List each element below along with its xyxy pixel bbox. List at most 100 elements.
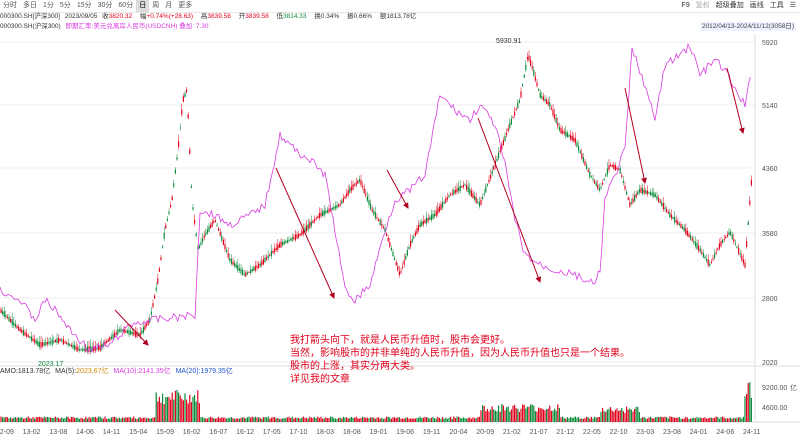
candle-body [254,265,256,271]
candle-body [184,92,186,98]
period-tab-0[interactable]: 分时 [3,2,17,9]
candle-body [733,238,735,242]
candle-body [253,267,255,271]
period-tab-6[interactable]: 60分 [118,2,134,9]
candle-body [450,194,452,196]
volume-bar [669,416,671,422]
volume-bar [190,402,192,422]
candle-body [552,109,554,116]
volume-bar [562,416,564,422]
volume-bar [266,417,268,422]
period-tab-7[interactable]: 日 [136,0,150,12]
candle-body [517,102,519,109]
x-axis-label-7: 16-02 [183,429,201,436]
candle-body [562,130,564,134]
volume-bar [707,418,709,422]
candle-body [294,234,296,241]
period-tab-9[interactable]: 月 [165,2,173,9]
volume-bar [613,411,615,422]
info-change: +0.74%(+28.63) [146,13,194,20]
volume-bar [744,396,746,422]
candle-body [166,218,168,221]
volume-bar [250,417,252,422]
volume-bar [715,416,717,422]
volume-bar [576,417,578,422]
volume-bar [240,417,242,422]
candle-body [451,192,453,195]
date-range-label[interactable]: 2012/04/13-2024/11/12(3058日) [699,22,796,31]
candle-body [176,157,178,160]
volume-bar [418,417,420,422]
candle-body [30,336,32,341]
candle-body [704,256,706,259]
volume-bar [611,410,613,422]
volume-bar [88,416,90,422]
candle-body [563,131,565,134]
volume-bar [674,417,676,422]
period-tab-3[interactable]: 5分 [59,2,71,9]
right-tool-5[interactable]: ☰ [789,2,796,9]
volume-bar [435,418,437,422]
candle-body [6,316,8,319]
candle-body [411,239,413,243]
x-axis-label-25: 23-08 [663,429,681,436]
volume-bar [554,408,556,422]
volume-bar [43,416,45,422]
candle-body [290,239,292,241]
annotation-line-3: 股市的上涨，其实分两大类。 [290,361,420,372]
candle-body [627,197,629,200]
volume-bar [592,418,594,422]
volume-bar [77,417,79,422]
info-turnover: 0.34% [320,13,340,20]
volume-bar [219,418,221,422]
candle-body [22,329,24,336]
candle-body [334,206,336,209]
candle-body [322,211,324,217]
volume-bar [518,411,520,422]
candle-body [69,343,71,346]
volume-bar [587,417,589,422]
volume-bar [237,418,239,422]
candle-body [653,192,655,197]
volume-bar [307,418,309,422]
volume-bar [32,417,34,422]
period-tab-2[interactable]: 1分 [43,2,54,9]
right-tool-2[interactable]: 超级叠加 [715,2,744,9]
period-tab-1[interactable]: 多日 [23,2,37,9]
right-tool-0[interactable]: F9 [681,2,690,9]
right-tool-4[interactable]: 工具 [769,2,784,9]
volume-bar [694,418,696,422]
candle-body [584,161,586,166]
candle-body [747,221,749,225]
candle-body [390,248,392,251]
candle-body [531,66,533,69]
volume-bar [114,416,116,422]
period-tab-10[interactable]: 更多 [178,2,193,9]
candle-body [442,202,444,208]
right-tool-1[interactable]: 复权 [695,2,710,9]
volume-bar [22,418,24,422]
volume-bar [187,403,189,422]
volume-bar [158,396,160,422]
volume-bar [738,417,740,422]
candle-body [438,206,440,212]
volume-bar [102,418,104,422]
period-tab-8[interactable]: 周 [152,2,160,9]
volume-bar [426,417,428,422]
candle-body [179,127,181,129]
volume-bar [45,417,47,422]
candle-body [168,211,170,214]
x-axis-label-9: 16-12 [236,429,254,436]
candle-body [403,260,405,265]
right-tool-3[interactable]: 画线 [749,2,764,9]
period-tab-5[interactable]: 30分 [97,2,113,9]
period-tab-4[interactable]: 15分 [76,2,92,9]
volume-bar [568,418,570,422]
info-open-label: 开 [238,13,246,20]
volume-bar [597,417,599,422]
volume-bar [82,418,84,422]
volume-bar [406,417,408,422]
volume-bar [642,417,644,422]
volume-bar [205,418,207,422]
volume-axis-label-0: 9200.00 [762,385,787,392]
